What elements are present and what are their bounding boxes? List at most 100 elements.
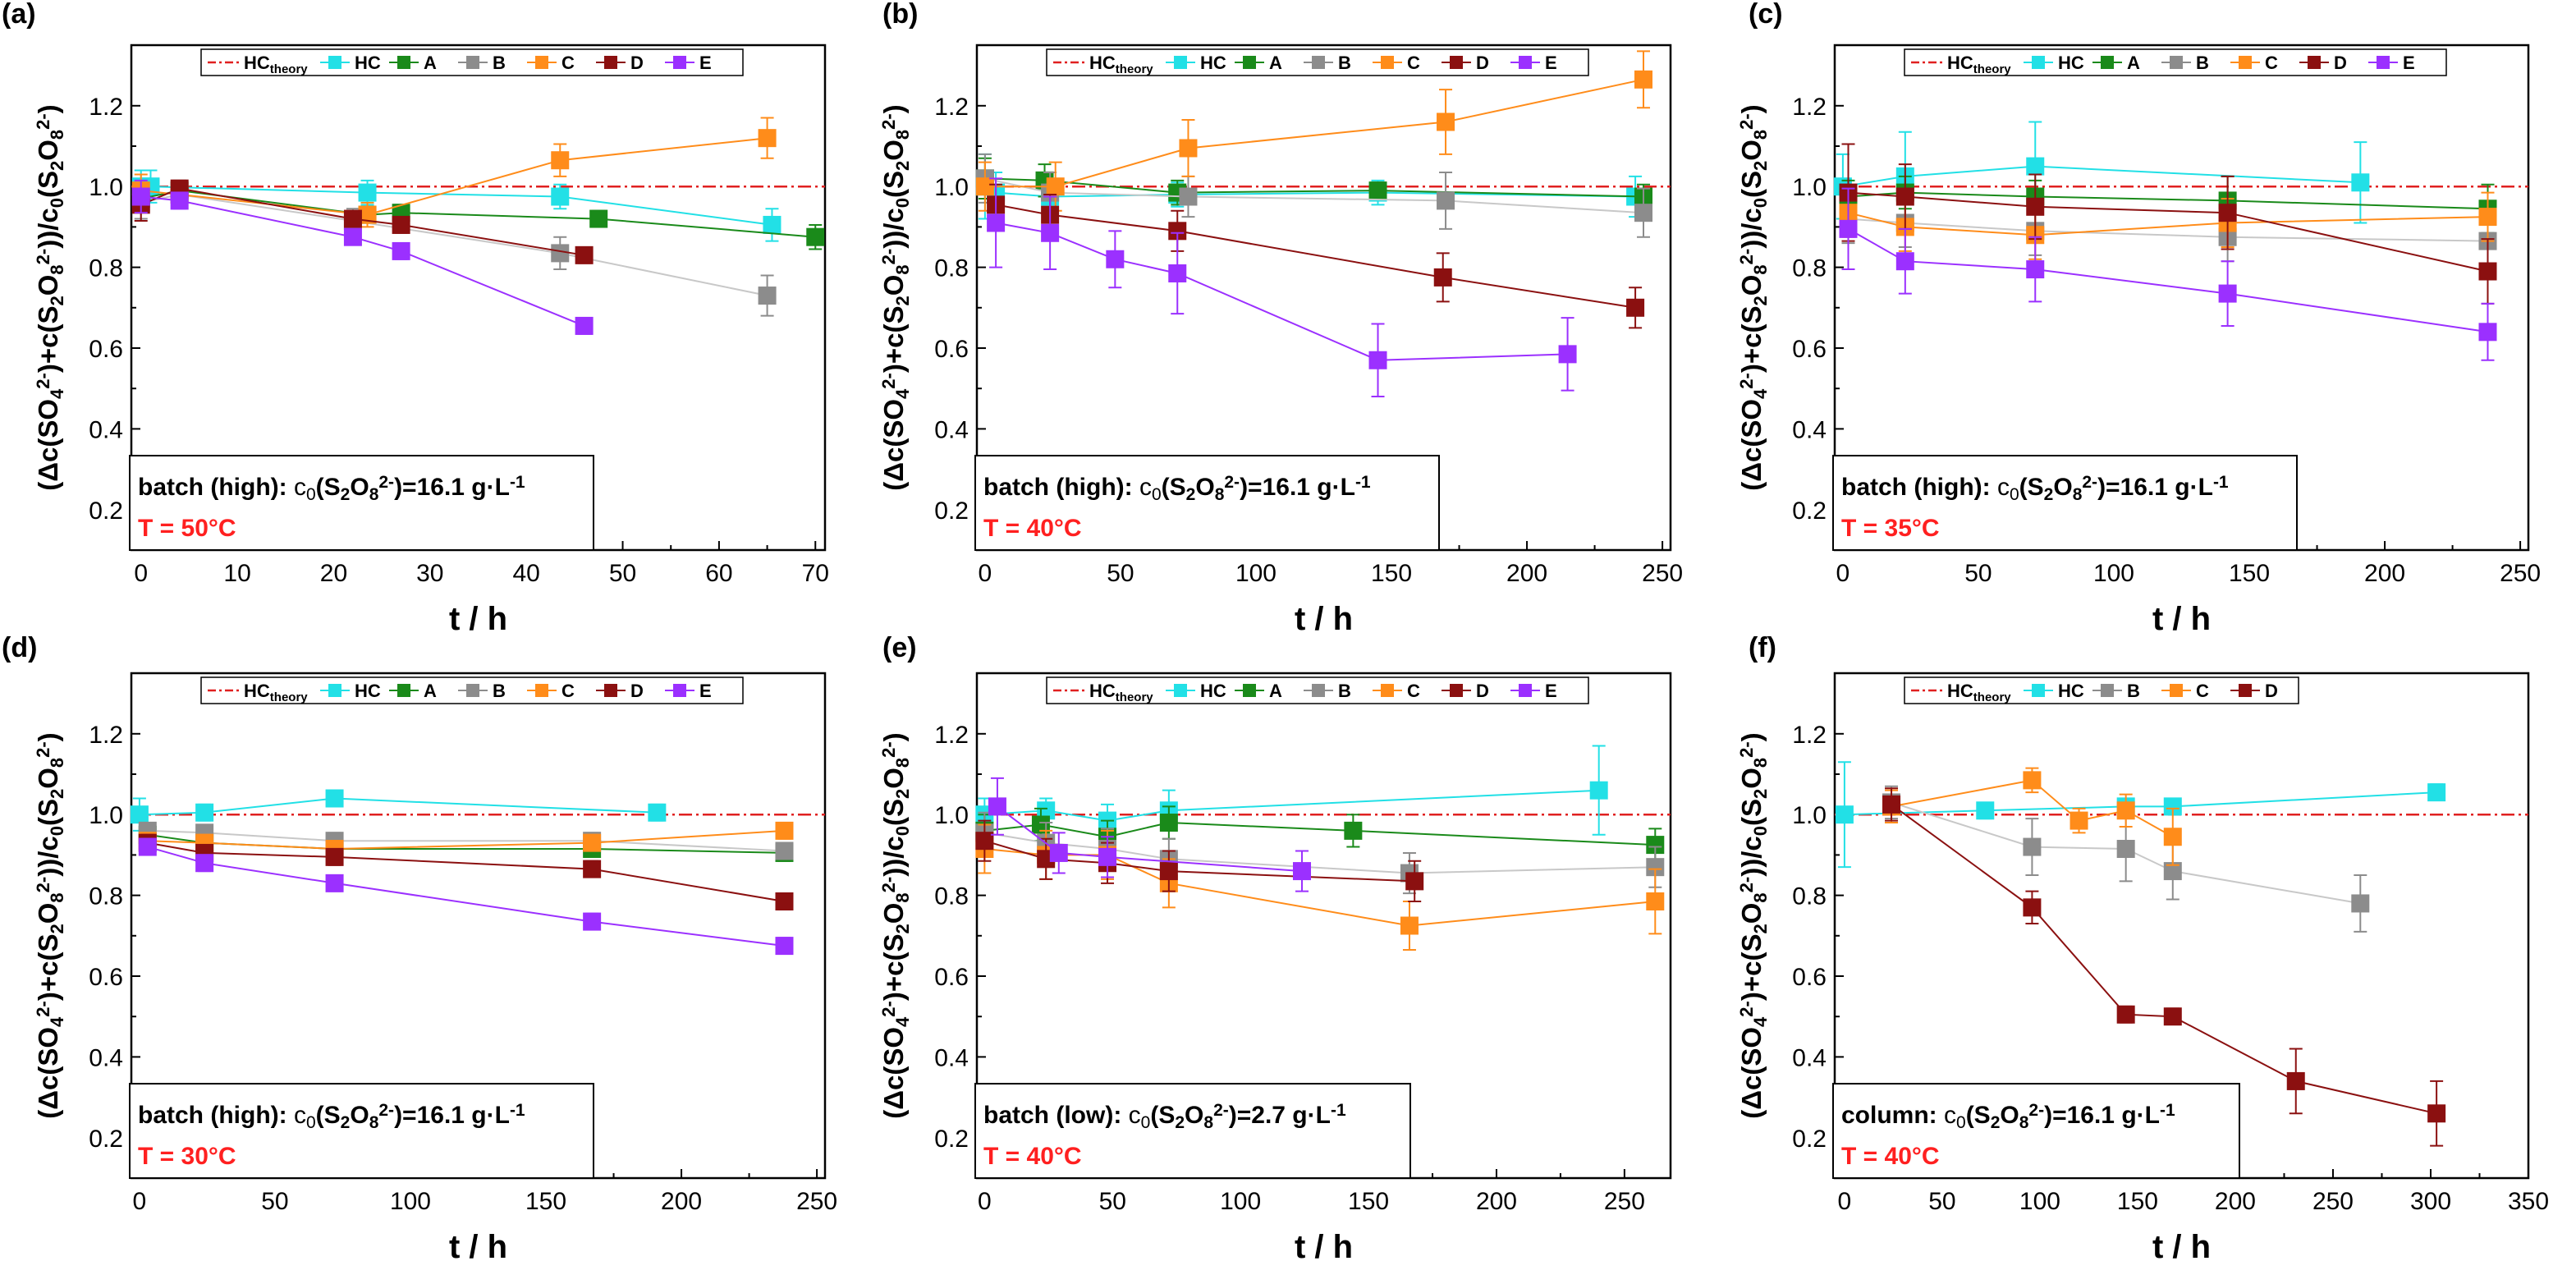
condition-text: batch (low): c0(S2O82-)=2.7 g·L-1 [983, 1101, 1346, 1133]
condition-part: (S [1162, 474, 1186, 501]
condition-box [974, 1083, 1411, 1179]
condition-mode: batch (high): [138, 1102, 294, 1129]
data-point-E [1368, 351, 1387, 369]
series-A [131, 181, 825, 250]
legend: HCtheory HC A B C D E [200, 48, 744, 76]
series-HC [130, 789, 667, 832]
data-point-B [551, 244, 570, 263]
y-axis-label-part: (S [33, 171, 63, 198]
x-tick-label: 150 [2229, 560, 2270, 587]
y-tick-label: 0.8 [1792, 883, 1827, 910]
condition-sub: 2 [341, 1113, 351, 1132]
y-axis-label-part: (S [1736, 171, 1767, 198]
y-axis-label: (Δc(SO42-)+c(S2O82-))/c0(S2O82-) [1736, 732, 1771, 1118]
condition-box [1832, 455, 2298, 551]
data-point-D [2163, 1007, 2182, 1026]
legend-label-theory: HCtheory [1089, 53, 1153, 76]
y-tick-label: 1.0 [89, 174, 123, 201]
data-point-E [131, 187, 150, 206]
x-tick-label: 0 [1838, 1188, 1852, 1215]
condition-sub: 0 [306, 485, 316, 504]
y-axis-label-part: 8 [892, 758, 913, 768]
series-C [975, 50, 1652, 212]
x-axis-label: t / h [2152, 1229, 2211, 1265]
y-tick-label: 0.6 [89, 336, 123, 363]
y-axis-label-part: (S [878, 171, 909, 198]
y-axis-label-part: O [878, 140, 909, 161]
y-axis-label-part: (Δc(SO [33, 1027, 63, 1119]
legend-theory-main: HC [244, 53, 270, 73]
legend-label-C: C [2196, 681, 2209, 701]
legend-theory-sub: theory [1973, 62, 2012, 76]
series-A [975, 157, 1652, 210]
series-line-HC [140, 186, 772, 226]
legend-theory-sub: theory [1116, 62, 1154, 76]
y-tick-label: 0.4 [1792, 1044, 1827, 1071]
x-tick-label: 250 [1604, 1188, 1645, 1215]
legend-label-C: C [1407, 681, 1420, 701]
data-point-E [2218, 284, 2237, 303]
y-tick-label: 0.2 [934, 1126, 969, 1153]
legend-marker-B [466, 684, 479, 697]
condition-part: (S [1966, 1102, 1991, 1129]
data-point-HC [551, 187, 570, 206]
data-point-B [775, 841, 794, 860]
y-axis-label-part: 0 [892, 198, 913, 208]
legend-marker-C [1381, 684, 1394, 697]
data-point-E [1049, 843, 1068, 862]
x-tick-label: 250 [2500, 560, 2541, 587]
y-axis-label-part: 2- [33, 373, 53, 389]
condition-part: O [1185, 1102, 1203, 1129]
y-axis-label-part: 2 [47, 161, 67, 171]
data-point-E [1168, 264, 1187, 282]
x-tick-label: 150 [1371, 560, 1412, 587]
legend-label-A: A [424, 681, 437, 701]
series-HC [1833, 121, 2370, 224]
y-axis-label-part: ))/c [1736, 836, 1767, 877]
legend-label-theory: HCtheory [244, 681, 308, 704]
x-tick-label: 0 [979, 560, 992, 587]
y-axis-label-part: 2 [1750, 924, 1771, 933]
x-tick-label: 200 [661, 1188, 702, 1215]
legend-label-D: D [2265, 681, 2278, 701]
x-tick-label: 30 [416, 560, 443, 587]
y-axis-label-part: 8 [892, 264, 913, 274]
y-axis-label: (Δc(SO42-)+c(S2O82-))/c0(S2O82-) [33, 732, 67, 1118]
y-tick-label: 0.2 [1792, 1126, 1827, 1153]
condition-text: batch (high): c0(S2O82-)=16.1 g·L-1 [983, 473, 1371, 505]
y-axis-label: (Δc(SO42-)+c(S2O82-))/c0(S2O82-) [1736, 104, 1771, 490]
y-tick-label: 0.4 [89, 1044, 123, 1071]
temperature-label: T = 40°C [1841, 1143, 1940, 1170]
y-axis-label-part: 8 [47, 758, 67, 768]
y-axis-label-part: 2- [33, 877, 53, 893]
condition-conc-prefix: c [294, 1102, 306, 1129]
data-point-C [975, 177, 994, 196]
y-axis-label-part: 8 [47, 264, 67, 274]
data-point-D [2023, 898, 2042, 917]
y-axis-label-part: 2- [1736, 249, 1757, 265]
condition-conc-value: )=16.1 g·L [394, 1102, 510, 1129]
condition-sub: 2 [1991, 1113, 2001, 1132]
y-tick-label: 1.2 [934, 722, 969, 749]
x-tick-label: 150 [525, 1188, 566, 1215]
data-point-A [1159, 814, 1178, 832]
x-tick-label: 150 [2117, 1188, 2158, 1215]
y-tick-label: 0.8 [89, 255, 123, 282]
legend-label-D: D [630, 681, 644, 701]
legend-marker-C [535, 684, 548, 697]
panel-letter: (a) [2, 0, 36, 30]
x-tick-label: 100 [1235, 560, 1277, 587]
panel-letter: (d) [2, 632, 37, 663]
x-tick-label: 20 [320, 560, 347, 587]
series-line-D [1891, 804, 2437, 1115]
y-tick-label: 1.0 [1792, 174, 1827, 201]
condition-sub: 2 [341, 485, 351, 504]
legend: HCtheory HC A B C D E [1904, 48, 2447, 76]
condition-conc-value: )=16.1 g·L [2097, 474, 2213, 501]
data-point-D [1895, 187, 1914, 206]
y-axis-label-part: O [1736, 275, 1767, 296]
y-axis-label-part: 8 [1750, 130, 1771, 140]
legend-theory-main: HC [1947, 53, 1973, 73]
condition-annotation: batch (high): c0(S2O82-)=16.1 g·L-1 T = 3… [129, 1083, 594, 1179]
series-D [1882, 787, 2446, 1147]
